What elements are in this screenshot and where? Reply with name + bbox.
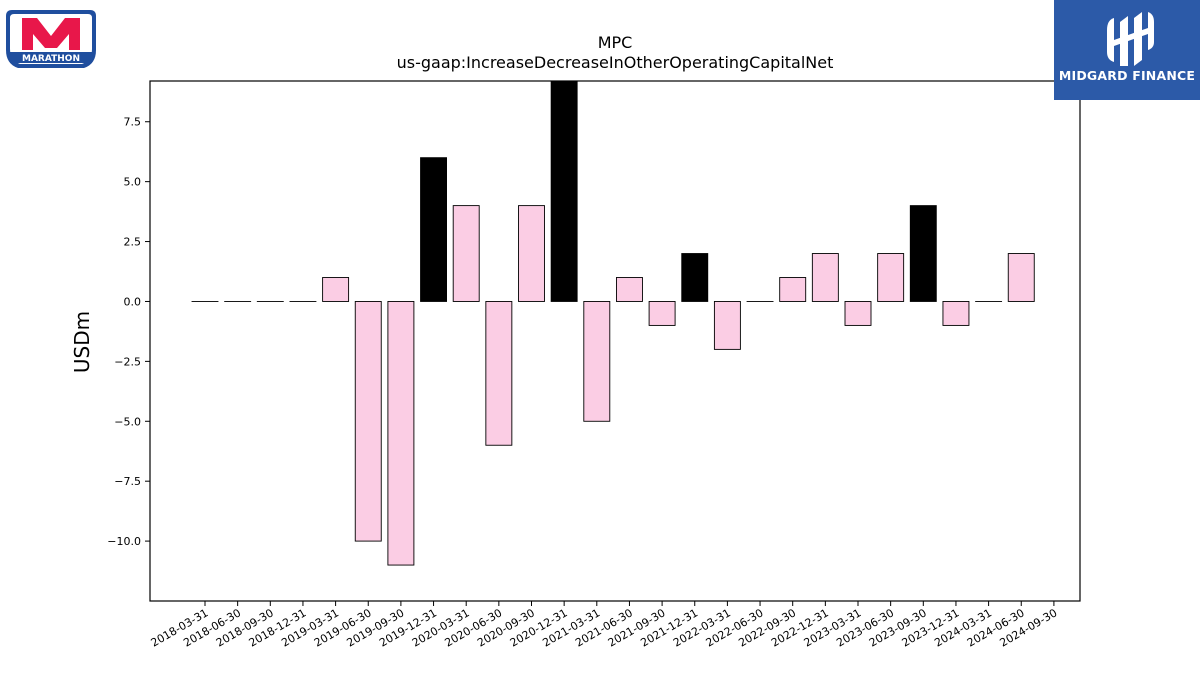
y-tick-label: 2.5	[124, 236, 142, 249]
marathon-shield-icon: MARATHON	[6, 10, 96, 68]
plot-frame	[149, 80, 1081, 602]
bar-highlight	[681, 253, 709, 302]
bar	[518, 205, 545, 302]
bar	[583, 301, 611, 422]
bars-layer	[191, 80, 1035, 566]
bar	[616, 277, 643, 302]
y-tick-label: −2.5	[114, 355, 141, 368]
midgard-emblem-icon	[1107, 12, 1154, 66]
midgard-finance-logo: MIDGARD FINANCE	[1054, 0, 1200, 100]
bar	[354, 301, 382, 542]
bar	[452, 205, 480, 302]
midgard-logo-text: MIDGARD FINANCE	[1058, 68, 1196, 83]
y-tick-label: 7.5	[124, 116, 142, 129]
bar	[877, 253, 905, 302]
bar	[1007, 253, 1035, 302]
bar	[648, 301, 676, 326]
bar	[942, 301, 970, 326]
marathon-logo: MARATHON	[4, 6, 98, 76]
y-tick-label: 5.0	[124, 176, 142, 189]
bar	[387, 301, 415, 566]
bar	[844, 301, 872, 326]
bar	[322, 277, 350, 302]
bar	[485, 301, 513, 446]
chart-title: MPC	[598, 33, 633, 52]
marathon-logo-text: MARATHON	[22, 54, 80, 64]
y-tick-label: 0.0	[124, 295, 142, 308]
y-tick-label: −7.5	[114, 475, 141, 488]
bar-highlight	[909, 205, 937, 302]
bar	[811, 253, 839, 302]
ticks-layer: −10.0−7.5−5.0−2.50.02.55.07.52018-03-312…	[107, 116, 1059, 650]
bar	[779, 277, 807, 302]
bar-highlight	[420, 157, 447, 302]
chart-subtitle: us-gaap:IncreaseDecreaseInOtherOperating…	[397, 53, 834, 72]
bar-highlight	[550, 80, 578, 302]
y-axis-label: USDm	[70, 311, 94, 373]
y-tick-label: −10.0	[107, 535, 141, 548]
bar	[713, 301, 741, 350]
y-tick-label: −5.0	[114, 415, 141, 428]
